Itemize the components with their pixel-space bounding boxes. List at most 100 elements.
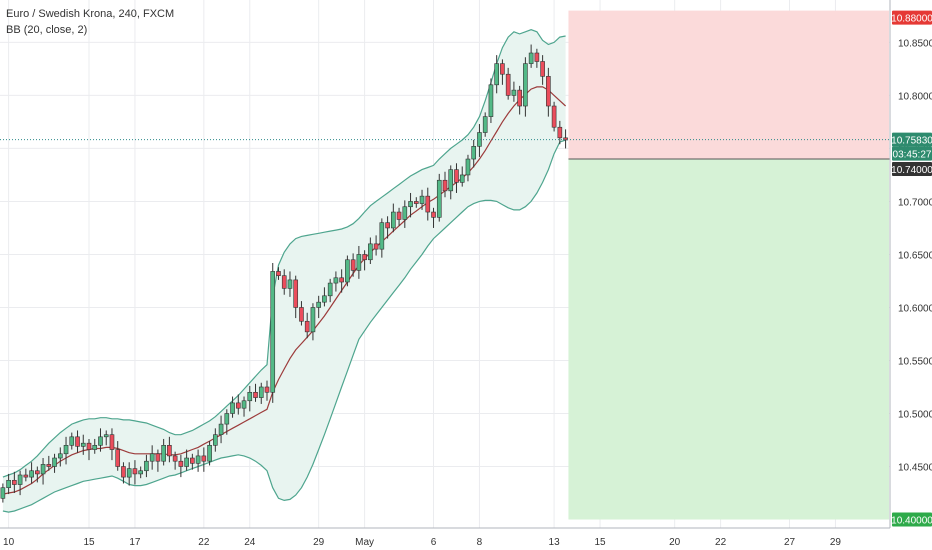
candle-body: [201, 455, 207, 462]
candle-body: [425, 195, 431, 213]
candle-body: [224, 413, 230, 425]
candle-body: [442, 179, 448, 192]
price-tick-label: 10.55000: [898, 356, 932, 367]
candle-body: [333, 277, 339, 284]
chart-legend: Euro / Swedish Krona, 240, FXCM BB (20, …: [6, 6, 174, 38]
bollinger-upper-band: [2, 29, 566, 478]
stop-loss-zone: [568, 10, 889, 160]
candle-body: [368, 243, 373, 261]
candle-body: [500, 63, 505, 75]
candle-body: [396, 211, 402, 220]
candle-body: [488, 84, 494, 117]
countdown-badge-bg: [892, 146, 932, 161]
candle-body: [80, 442, 86, 447]
candle-body: [40, 464, 46, 475]
time-tick-label: 15: [83, 537, 95, 548]
candle-body: [17, 474, 23, 485]
candle-body: [385, 222, 390, 229]
candle-body: [218, 423, 224, 435]
target-price-badge-bg: [892, 512, 932, 527]
candle-body: [109, 434, 115, 450]
time-tick-label: 8: [477, 537, 483, 548]
candle-body: [287, 279, 293, 289]
time-tick-label: 6: [431, 537, 437, 548]
candle-body: [316, 301, 321, 308]
current-price-badge-bg: [892, 132, 932, 147]
entry-price-badge-bg: [892, 162, 932, 177]
candle-body: [264, 386, 270, 393]
candle-body: [23, 474, 29, 478]
current-price-badge: 10.75830: [891, 136, 932, 147]
candle-body: [557, 126, 563, 139]
candle-body: [155, 453, 161, 462]
candle-body: [126, 468, 132, 478]
candle-body: [92, 445, 98, 450]
candle-body: [75, 436, 80, 447]
candle-body: [230, 402, 235, 414]
candle-body: [293, 279, 299, 308]
candle-body: [339, 277, 344, 283]
candle-body: [69, 436, 75, 446]
candle-body: [465, 158, 471, 176]
time-tick-label: 29: [313, 537, 325, 548]
candle-body: [144, 460, 149, 472]
candle-body: [103, 434, 109, 438]
candle-body: [327, 282, 333, 297]
candle-body: [402, 206, 408, 220]
candle-body: [57, 453, 63, 459]
candle-body: [172, 455, 178, 462]
candle-body: [391, 211, 396, 229]
candle-body: [115, 449, 121, 467]
candle-body: [247, 391, 253, 402]
time-tick-label: 15: [594, 537, 606, 548]
indicator-title: BB (20, close, 2): [6, 24, 88, 36]
candle-body: [6, 479, 11, 489]
price-tick-label: 10.70000: [898, 197, 932, 208]
price-tick-label: 10.65000: [898, 250, 932, 261]
candle-body: [551, 105, 557, 128]
candle-body: [258, 386, 264, 398]
time-tick-label: 27: [784, 537, 796, 548]
price-tick-label: 10.60000: [898, 303, 932, 314]
stop-price-badge-bg: [892, 10, 932, 25]
target-price-badge: 10.40000: [891, 516, 932, 527]
candle-body: [98, 436, 103, 446]
time-tick-label: May: [355, 537, 374, 548]
candle-body: [281, 275, 287, 289]
candle-body: [408, 201, 413, 208]
candle-body: [235, 402, 241, 409]
candle-body: [138, 470, 143, 475]
candle-body: [523, 63, 528, 107]
candle-body: [459, 174, 465, 183]
time-tick-label: 17: [129, 537, 141, 548]
candle-body: [471, 146, 477, 160]
price-tick-label: 10.45000: [898, 463, 932, 474]
candle-body: [563, 137, 568, 141]
candle-body: [534, 52, 540, 62]
candle-body: [86, 442, 92, 450]
candle-body: [207, 445, 212, 462]
candle-body: [546, 76, 551, 107]
candle-body: [436, 179, 442, 218]
price-tick-label: 10.50000: [898, 409, 932, 420]
candle-body: [419, 195, 425, 204]
candle-body: [184, 457, 189, 467]
candle-body: [345, 259, 350, 283]
candle-body: [322, 295, 327, 303]
take-profit-zone: [568, 159, 889, 520]
time-tick-label: 13: [549, 537, 561, 548]
candle-body: [379, 222, 385, 250]
candle-body: [448, 169, 454, 192]
candle-body: [195, 455, 201, 464]
candle-body: [213, 434, 218, 446]
candle-body: [270, 271, 276, 393]
bollinger-lower-band: [2, 139, 566, 513]
candle-body: [276, 271, 281, 276]
candle-body: [505, 73, 511, 96]
candle-body: [0, 487, 6, 499]
candle-body: [121, 466, 126, 478]
candle-body: [190, 457, 195, 464]
time-tick-label: 10: [3, 537, 15, 548]
candle-body: [304, 320, 310, 333]
